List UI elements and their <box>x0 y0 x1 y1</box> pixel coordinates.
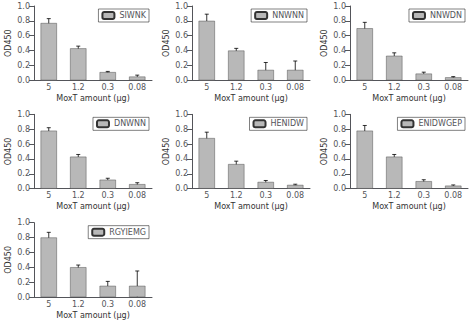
svg-text:0.0: 0.0 <box>333 184 346 193</box>
svg-text:0.2: 0.2 <box>17 278 30 287</box>
svg-text:0.08: 0.08 <box>444 83 462 92</box>
svg-text:0.4: 0.4 <box>333 154 346 163</box>
svg-text:OD450: OD450 <box>162 138 171 166</box>
svg-text:0.08: 0.08 <box>286 191 304 200</box>
svg-text:1.0: 1.0 <box>17 2 30 11</box>
svg-text:0.2: 0.2 <box>175 169 188 178</box>
svg-text:5: 5 <box>362 83 367 92</box>
svg-text:OD450: OD450 <box>4 138 13 166</box>
svg-text:0.3: 0.3 <box>101 191 114 200</box>
svg-text:0.8: 0.8 <box>17 125 30 134</box>
svg-text:1.2: 1.2 <box>72 83 85 92</box>
svg-text:5: 5 <box>46 191 51 200</box>
svg-text:1.0: 1.0 <box>175 110 188 119</box>
svg-text:5: 5 <box>46 83 51 92</box>
svg-text:0.3: 0.3 <box>259 191 272 200</box>
svg-text:5: 5 <box>204 83 209 92</box>
svg-text:0.6: 0.6 <box>175 31 188 40</box>
svg-text:SIWNK: SIWNK <box>119 11 146 20</box>
svg-text:NNWNN: NNWNN <box>272 11 304 20</box>
svg-text:0.8: 0.8 <box>333 16 346 25</box>
svg-text:5: 5 <box>362 191 367 200</box>
svg-text:0.8: 0.8 <box>333 125 346 134</box>
svg-text:5: 5 <box>204 191 209 200</box>
svg-text:0.3: 0.3 <box>417 83 430 92</box>
svg-text:1.0: 1.0 <box>175 2 188 11</box>
svg-text:0.6: 0.6 <box>333 31 346 40</box>
svg-text:0.0: 0.0 <box>175 76 188 85</box>
svg-text:0.2: 0.2 <box>333 169 346 178</box>
svg-text:1.0: 1.0 <box>333 110 346 119</box>
svg-text:NNWDN: NNWDN <box>430 11 462 20</box>
svg-text:5: 5 <box>46 300 51 309</box>
svg-text:0.4: 0.4 <box>175 46 188 55</box>
svg-text:0.3: 0.3 <box>101 83 114 92</box>
svg-text:1.2: 1.2 <box>388 83 401 92</box>
svg-text:MoxT amount (µg): MoxT amount (µg) <box>214 94 288 103</box>
svg-text:HENIDW: HENIDW <box>271 119 305 128</box>
svg-text:0.3: 0.3 <box>101 300 114 309</box>
svg-text:OD450: OD450 <box>4 246 13 274</box>
svg-text:0.6: 0.6 <box>17 140 30 149</box>
svg-text:0.4: 0.4 <box>17 154 30 163</box>
svg-text:MoxT amount (µg): MoxT amount (µg) <box>56 311 130 320</box>
svg-text:0.6: 0.6 <box>175 140 188 149</box>
svg-text:0.08: 0.08 <box>286 83 304 92</box>
svg-text:MoxT amount (µg): MoxT amount (µg) <box>214 202 288 211</box>
svg-text:0.4: 0.4 <box>333 46 346 55</box>
svg-text:ENIDWGEP: ENIDWGEP <box>418 119 462 128</box>
svg-text:0.6: 0.6 <box>333 140 346 149</box>
svg-text:0.8: 0.8 <box>17 233 30 242</box>
svg-text:0.0: 0.0 <box>17 76 30 85</box>
svg-text:1.2: 1.2 <box>230 83 243 92</box>
svg-text:1.2: 1.2 <box>72 191 85 200</box>
svg-text:0.08: 0.08 <box>128 300 146 309</box>
svg-text:0.6: 0.6 <box>17 248 30 257</box>
svg-text:1.0: 1.0 <box>17 218 30 227</box>
svg-text:OD450: OD450 <box>320 29 329 57</box>
svg-text:0.0: 0.0 <box>333 76 346 85</box>
svg-text:MoxT amount (µg): MoxT amount (µg) <box>56 202 130 211</box>
svg-text:DNWNN: DNWNN <box>114 119 146 128</box>
svg-text:0.8: 0.8 <box>17 16 30 25</box>
svg-text:1.0: 1.0 <box>17 110 30 119</box>
svg-text:MoxT amount (µg): MoxT amount (µg) <box>372 94 446 103</box>
svg-text:0.3: 0.3 <box>259 83 272 92</box>
svg-text:0.08: 0.08 <box>128 191 146 200</box>
svg-text:0.0: 0.0 <box>175 184 188 193</box>
svg-text:0.2: 0.2 <box>17 169 30 178</box>
svg-text:0.08: 0.08 <box>128 83 146 92</box>
svg-text:0.2: 0.2 <box>333 61 346 70</box>
svg-text:0.4: 0.4 <box>175 154 188 163</box>
svg-text:OD450: OD450 <box>4 29 13 57</box>
svg-text:0.4: 0.4 <box>17 46 30 55</box>
svg-text:1.2: 1.2 <box>388 191 401 200</box>
svg-text:RGYIEMG: RGYIEMG <box>109 228 146 237</box>
svg-text:MoxT amount (µg): MoxT amount (µg) <box>372 202 446 211</box>
svg-text:OD450: OD450 <box>162 29 171 57</box>
svg-text:0.4: 0.4 <box>17 263 30 272</box>
svg-text:0.08: 0.08 <box>444 191 462 200</box>
svg-text:0.0: 0.0 <box>17 293 30 302</box>
svg-text:1.2: 1.2 <box>230 191 243 200</box>
svg-text:0.3: 0.3 <box>417 191 430 200</box>
svg-text:1.2: 1.2 <box>72 300 85 309</box>
svg-text:0.8: 0.8 <box>175 16 188 25</box>
svg-text:1.0: 1.0 <box>333 2 346 11</box>
svg-text:0.2: 0.2 <box>17 61 30 70</box>
svg-text:OD450: OD450 <box>320 138 329 166</box>
svg-text:0.0: 0.0 <box>17 184 30 193</box>
svg-text:0.2: 0.2 <box>175 61 188 70</box>
svg-text:0.8: 0.8 <box>175 125 188 134</box>
svg-text:MoxT amount (µg): MoxT amount (µg) <box>56 94 130 103</box>
svg-text:0.6: 0.6 <box>17 31 30 40</box>
